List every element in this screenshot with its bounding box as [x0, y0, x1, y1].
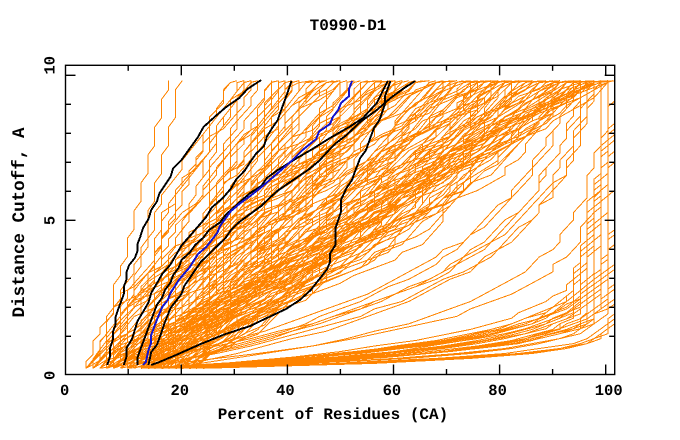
svg-text:20: 20 [170, 382, 189, 400]
svg-text:10: 10 [42, 56, 60, 75]
svg-text:T0990-D1: T0990-D1 [310, 17, 387, 35]
svg-text:100: 100 [595, 382, 623, 400]
svg-text:80: 80 [488, 382, 507, 400]
svg-text:0: 0 [42, 371, 60, 380]
svg-text:Percent of Residues (CA): Percent of Residues (CA) [218, 406, 448, 424]
svg-text:60: 60 [383, 382, 402, 400]
svg-text:40: 40 [276, 382, 295, 400]
svg-text:5: 5 [42, 216, 60, 225]
svg-text:Distance Cutoff, A: Distance Cutoff, A [10, 127, 30, 317]
svg-text:0: 0 [60, 382, 69, 400]
